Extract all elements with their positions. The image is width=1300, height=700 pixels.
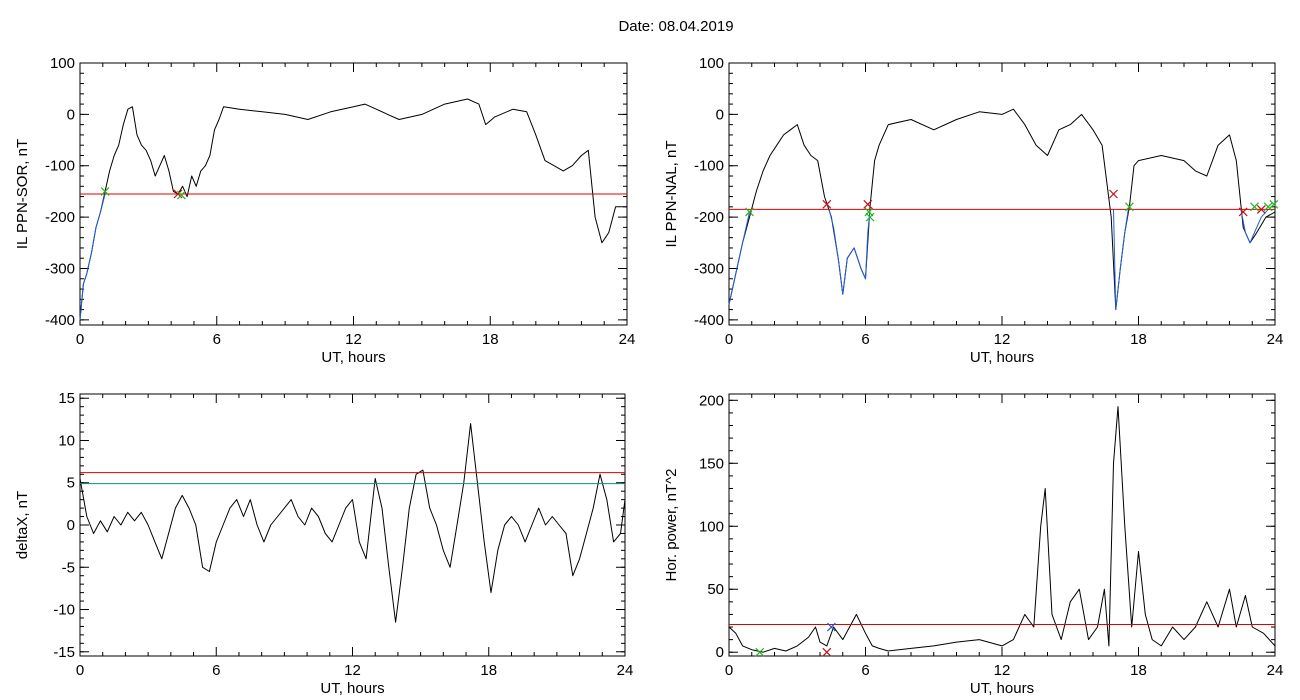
chart2-x-tick-label: 6: [861, 331, 869, 348]
chart2-y-axis-label: IL PPN-NAL, nT: [663, 141, 680, 248]
chart2-marker: [1124, 202, 1134, 212]
chart2-y-tick-label: -300: [694, 260, 724, 277]
chart3-plot-frame: [79, 393, 626, 657]
chart3-y-tick-label: 0: [67, 517, 75, 534]
chart2-y-tick-label: -200: [694, 209, 724, 226]
chart3-x-axis-label: UT, hours: [320, 680, 384, 697]
chart2-plot-frame: [728, 62, 1276, 326]
chart2-series-line: [728, 108, 1276, 311]
chart1-y-tick-label: 0: [67, 106, 75, 123]
chart3-x-tick-label: 12: [344, 662, 361, 679]
chart2-marker: [1109, 189, 1118, 199]
chart4-marker: [822, 647, 832, 657]
chart4-x-tick-label: 24: [1267, 662, 1284, 679]
chart1-y-tick-label: 100: [50, 55, 75, 72]
chart4-x-axis-label: UT, hours: [970, 680, 1034, 697]
chart2-marker: [822, 199, 832, 209]
chart1-y-axis-label: IL PPN-SOR, nT: [14, 139, 31, 249]
chart3-y-tick-label: 5: [67, 475, 75, 492]
chart2-marker: [1238, 207, 1248, 217]
chart4-marker: [755, 647, 765, 657]
chart4-y-tick-label: 200: [699, 392, 724, 409]
chart1-marker: [176, 190, 186, 200]
chart3-y-tick-label: 15: [58, 390, 75, 407]
chart2-y-tick-label: 100: [699, 55, 724, 72]
chart2-y-tick-label: 0: [716, 106, 724, 123]
chart1-marker: [173, 189, 183, 199]
chart2-series-line: [728, 211, 750, 305]
chart2-marker: [745, 207, 754, 217]
chart1-y-tick-label: -400: [45, 312, 75, 329]
chart2-x-tick-label: 12: [994, 331, 1011, 348]
chart3-y-tick-label: -15: [53, 644, 75, 661]
chart4-marker: [826, 622, 836, 632]
chart2-series-line: [828, 209, 871, 295]
chart1-x-tick-label: 0: [76, 331, 84, 348]
chart4-series-line: [728, 406, 1276, 653]
chart2-y-tick-label: -400: [694, 312, 724, 329]
chart2-series-line: [1113, 209, 1129, 311]
chart4-y-tick-label: 0: [716, 644, 724, 661]
chart3-y-axis-label: deltaX, nT: [14, 491, 31, 559]
chart2-x-axis-label: UT, hours: [970, 349, 1034, 366]
page-title: Date: 08.04.2019: [618, 18, 734, 35]
chart1-x-tick-label: 24: [619, 331, 636, 348]
chart2-marker: [1256, 204, 1266, 214]
chart1-y-tick-label: -200: [45, 209, 75, 226]
chart1-y-tick-label: -100: [45, 158, 75, 175]
chart4-x-tick-label: 12: [994, 662, 1011, 679]
chart2-series-line: [1240, 209, 1269, 244]
chart4-y-tick-label: 50: [707, 581, 724, 598]
chart2-marker: [863, 199, 873, 209]
chart1-marker: [100, 187, 110, 196]
chart3-x-tick-label: 18: [480, 662, 497, 679]
chart2-x-tick-label: 24: [1267, 331, 1284, 348]
chart2-marker: [1263, 202, 1273, 212]
chart3-y-tick-label: -10: [53, 602, 75, 619]
chart4-x-tick-label: 18: [1130, 662, 1147, 679]
chart3-y-tick-label: 10: [58, 432, 75, 449]
chart3-y-tick-label: -5: [62, 559, 75, 576]
chart1-x-tick-label: 18: [482, 331, 499, 348]
chart4-plot-frame: [728, 393, 1276, 657]
chart2-marker: [864, 207, 874, 217]
chart3-series-line: [79, 423, 626, 623]
chart4-x-tick-label: 0: [725, 662, 733, 679]
chart4-y-tick-label: 100: [699, 518, 724, 535]
chart2-marker: [1250, 202, 1259, 212]
chart1-series-line: [79, 193, 106, 320]
chart1-x-tick-label: 12: [345, 331, 362, 348]
chart2-y-tick-label: -100: [694, 158, 724, 175]
chart1-y-tick-label: -300: [45, 260, 75, 277]
chart4-x-tick-label: 6: [861, 662, 869, 679]
chart3-x-tick-label: 24: [617, 662, 634, 679]
chart3-x-tick-label: 0: [76, 662, 84, 679]
chart4-y-tick-label: 150: [699, 455, 724, 472]
chart2-marker: [1269, 199, 1279, 209]
chart2-x-tick-label: 18: [1130, 331, 1147, 348]
chart4-y-axis-label: Hor. power, nT^2: [663, 469, 680, 582]
chart1-x-tick-label: 6: [213, 331, 221, 348]
chart2-marker: [865, 212, 875, 222]
chart1-x-axis-label: UT, hours: [321, 349, 385, 366]
chart2-x-tick-label: 0: [725, 331, 733, 348]
chart3-x-tick-label: 6: [212, 662, 220, 679]
chart1-series-line: [79, 98, 627, 320]
